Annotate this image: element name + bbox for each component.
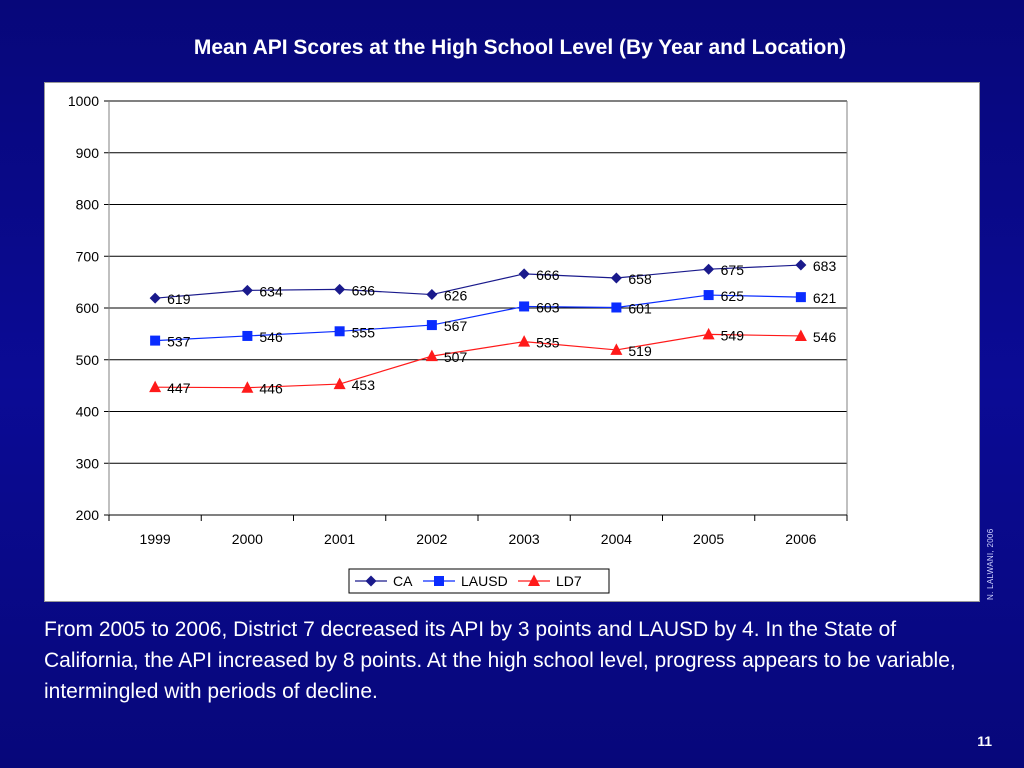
data-label-lausd: 625 [721, 288, 745, 304]
data-point-ld7 [241, 381, 254, 393]
data-point-ld7 [610, 343, 623, 355]
data-point-ca [241, 284, 253, 296]
data-label-ca: 634 [259, 283, 283, 299]
data-label-lausd: 537 [167, 334, 191, 350]
data-label-lausd: 601 [628, 300, 652, 316]
data-point-lausd [795, 292, 806, 303]
x-tick-label: 2006 [785, 531, 816, 547]
data-point-lausd [242, 330, 253, 341]
data-point-lausd [519, 301, 530, 312]
data-point-ca [610, 272, 622, 284]
data-label-ld7: 519 [628, 343, 652, 359]
x-tick-label: 2004 [601, 531, 632, 547]
data-point-ld7 [794, 329, 807, 341]
y-tick-label: 400 [76, 404, 100, 420]
y-tick-label: 300 [76, 455, 100, 471]
data-label-lausd: 567 [444, 318, 468, 334]
x-tick-label: 2000 [232, 531, 263, 547]
series-line-ld7 [155, 333, 801, 389]
x-tick-label: 2002 [416, 531, 447, 547]
data-point-lausd [611, 302, 622, 313]
data-label-lausd: 555 [352, 324, 376, 340]
x-tick-label: 2001 [324, 531, 355, 547]
chart-panel: 200 300 400 500 600 700 800 900 1000 1999 2000 2001… [44, 82, 980, 602]
data-point-lausd [334, 326, 345, 337]
data-label-ld7: 447 [167, 380, 191, 396]
line-chart: 200 300 400 500 600 700 800 900 1000 1999 2000 2001… [68, 93, 848, 594]
data-label-ca: 666 [536, 267, 560, 283]
series-line-ca [155, 264, 801, 299]
data-point-ca [426, 289, 438, 301]
legend-box [348, 568, 610, 594]
author-watermark: N. LALWANI, 2006 [986, 528, 995, 601]
data-label-ld7: 446 [259, 381, 283, 397]
data-label-lausd: 546 [259, 329, 283, 345]
y-tick-label: 500 [76, 352, 100, 368]
data-label-lausd: 621 [813, 290, 837, 306]
x-tick-label: 2005 [693, 531, 724, 547]
data-point-ca [334, 283, 346, 295]
y-tick-label: 900 [76, 145, 100, 161]
y-tick-label: 200 [76, 507, 100, 523]
y-tick-label: 700 [76, 248, 100, 264]
data-point-ca [795, 259, 807, 271]
data-label-ca: 675 [721, 262, 745, 278]
data-point-ld7 [425, 349, 438, 362]
data-point-lausd [426, 320, 437, 331]
data-label-ca: 619 [167, 291, 191, 307]
legend-label-ca: CA [393, 573, 413, 589]
data-label-ld7: 535 [536, 335, 560, 351]
data-label-ld7: 549 [721, 327, 745, 343]
data-point-ld7 [518, 335, 531, 347]
series-line-lausd [155, 294, 801, 342]
data-point-lausd [703, 290, 714, 301]
data-label-ld7: 453 [352, 377, 376, 393]
legend-label-lausd: LAUSD [461, 573, 508, 589]
data-point-ca [703, 263, 715, 275]
data-point-ca [149, 292, 161, 304]
legend-marker-lausd [434, 576, 444, 586]
data-point-ld7 [702, 327, 715, 340]
data-label-lausd: 603 [536, 299, 560, 315]
page-number: 11 [977, 733, 992, 749]
data-label-ld7: 546 [813, 329, 837, 345]
data-point-ld7 [333, 377, 346, 390]
data-label-ca: 626 [444, 288, 468, 304]
data-label-ld7: 507 [444, 349, 468, 365]
legend-marker-ca [365, 575, 377, 587]
y-tick-label: 600 [76, 300, 100, 316]
x-tick-label: 2003 [509, 531, 540, 547]
x-tick-label: 1999 [140, 531, 171, 547]
data-point-ca [518, 268, 530, 280]
data-label-ca: 683 [813, 258, 837, 274]
data-label-ca: 658 [628, 271, 652, 287]
y-tick-label: 800 [76, 197, 100, 213]
data-point-ld7 [149, 380, 162, 393]
slide-title: Mean API Scores at the High School Level… [193, 36, 847, 59]
legend-label-ld7: LD7 [556, 573, 582, 589]
data-point-lausd [150, 335, 161, 346]
slide-caption: From 2005 to 2006, District 7 decreased … [44, 618, 956, 703]
y-tick-label: 1000 [68, 93, 99, 109]
legend-marker-ld7 [528, 574, 540, 586]
data-label-ca: 636 [352, 282, 376, 298]
